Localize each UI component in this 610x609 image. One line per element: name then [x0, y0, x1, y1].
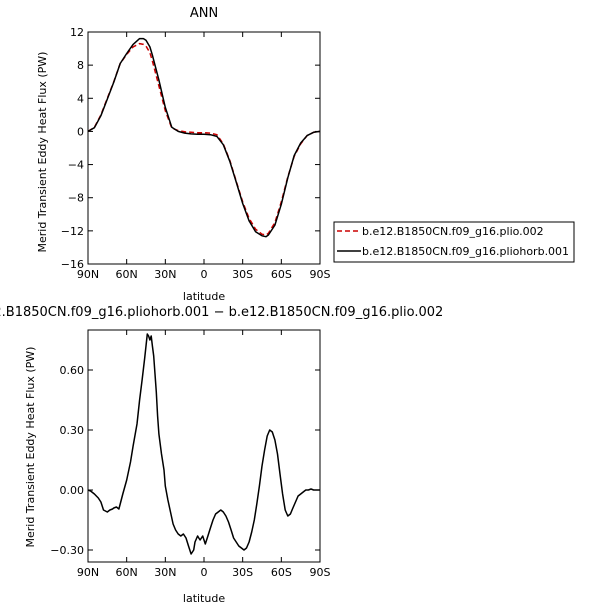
top-chart-y-tick-label: −12: [61, 225, 84, 238]
bottom-chart-y-tick-label: 0.30: [60, 424, 85, 437]
bottom-chart-y-axis-label: Merid Transient Eddy Heat Flux (PW): [24, 347, 37, 548]
top-chart-x-tick-label: 60S: [271, 268, 292, 281]
bottom-chart-panel: b.e12.B1850CN.f09_g16.pliohorb.001 − b.e…: [0, 305, 443, 605]
top-chart-x-tick-label: 60N: [116, 268, 138, 281]
bottom-chart-y-tick-label: 0.00: [60, 484, 85, 497]
bottom-chart-x-tick-label: 90S: [310, 566, 331, 579]
bottom-chart-x-tick-label: 30S: [232, 566, 253, 579]
top-chart-panel: ANN Merid Transient Eddy Heat Flux (PW) …: [36, 6, 331, 303]
top-chart-x-tick-label: 30N: [154, 268, 176, 281]
bottom-chart-y-tick-label: 0.60: [60, 364, 85, 377]
top-chart-y-tick-label: 4: [77, 92, 84, 105]
legend-label-plio: b.e12.B1850CN.f09_g16.plio.002: [362, 225, 544, 238]
top-chart-y-tick-label: 12: [70, 26, 84, 39]
bottom-chart-series: [87, 333, 320, 555]
bottom-chart-series-line-1: [87, 333, 320, 555]
top-chart-title: ANN: [190, 6, 218, 21]
bottom-chart-x-tick-label: 60S: [271, 566, 292, 579]
top-chart-y-tick-label: 8: [77, 59, 84, 72]
top-chart-y-tick-label: −8: [68, 192, 84, 205]
top-chart-y-axis-label: Merid Transient Eddy Heat Flux (PW): [36, 52, 49, 253]
top-chart-plot-frame: [87, 31, 321, 265]
bottom-chart-x-axis-label: latitude: [183, 592, 225, 605]
bottom-chart-axes: 90N 60N 30N 0 30S 60S 90S 0.60 0.30 0.00 −0.30: [50, 330, 331, 579]
top-chart-series: [87, 37, 321, 238]
bottom-chart-x-tick-label: 0: [201, 566, 208, 579]
top-chart-x-tick-label: 90N: [77, 268, 99, 281]
top-chart-x-tick-label: 30S: [232, 268, 253, 281]
legend-box: [333, 221, 575, 263]
top-chart-axes: 90N 60N 30N 0 30S 60S 90S 12 8 4 0 −4 −8 −12 −16: [61, 26, 331, 281]
top-chart-series-line-1: [87, 42, 321, 236]
legend-label-pliohorb: b.e12.B1850CN.f09_g16.pliohorb.001: [362, 245, 569, 258]
bottom-chart-title: b.e12.B1850CN.f09_g16.pliohorb.001 − b.e…: [0, 305, 443, 320]
bottom-chart-x-tick-label: 90N: [77, 566, 99, 579]
top-chart-y-tick-label: 0: [77, 125, 84, 138]
bottom-chart-x-tick-label: 30N: [154, 566, 176, 579]
bottom-chart-plot-frame: [87, 329, 321, 563]
top-chart-y-tick-label: −4: [68, 159, 84, 172]
bottom-chart-x-tick-label: 60N: [116, 566, 138, 579]
bottom-chart-y-tick-label: −0.30: [50, 544, 84, 557]
top-chart-y-tick-label: −16: [61, 258, 84, 271]
top-chart-series-line-2: [87, 37, 321, 238]
top-chart-x-tick-label: 0: [201, 268, 208, 281]
top-chart-x-tick-label: 90S: [310, 268, 331, 281]
top-chart-x-axis-label: latitude: [183, 290, 225, 303]
legend: b.e12.B1850CN.f09_g16.plio.002 b.e12.B18…: [333, 221, 575, 263]
